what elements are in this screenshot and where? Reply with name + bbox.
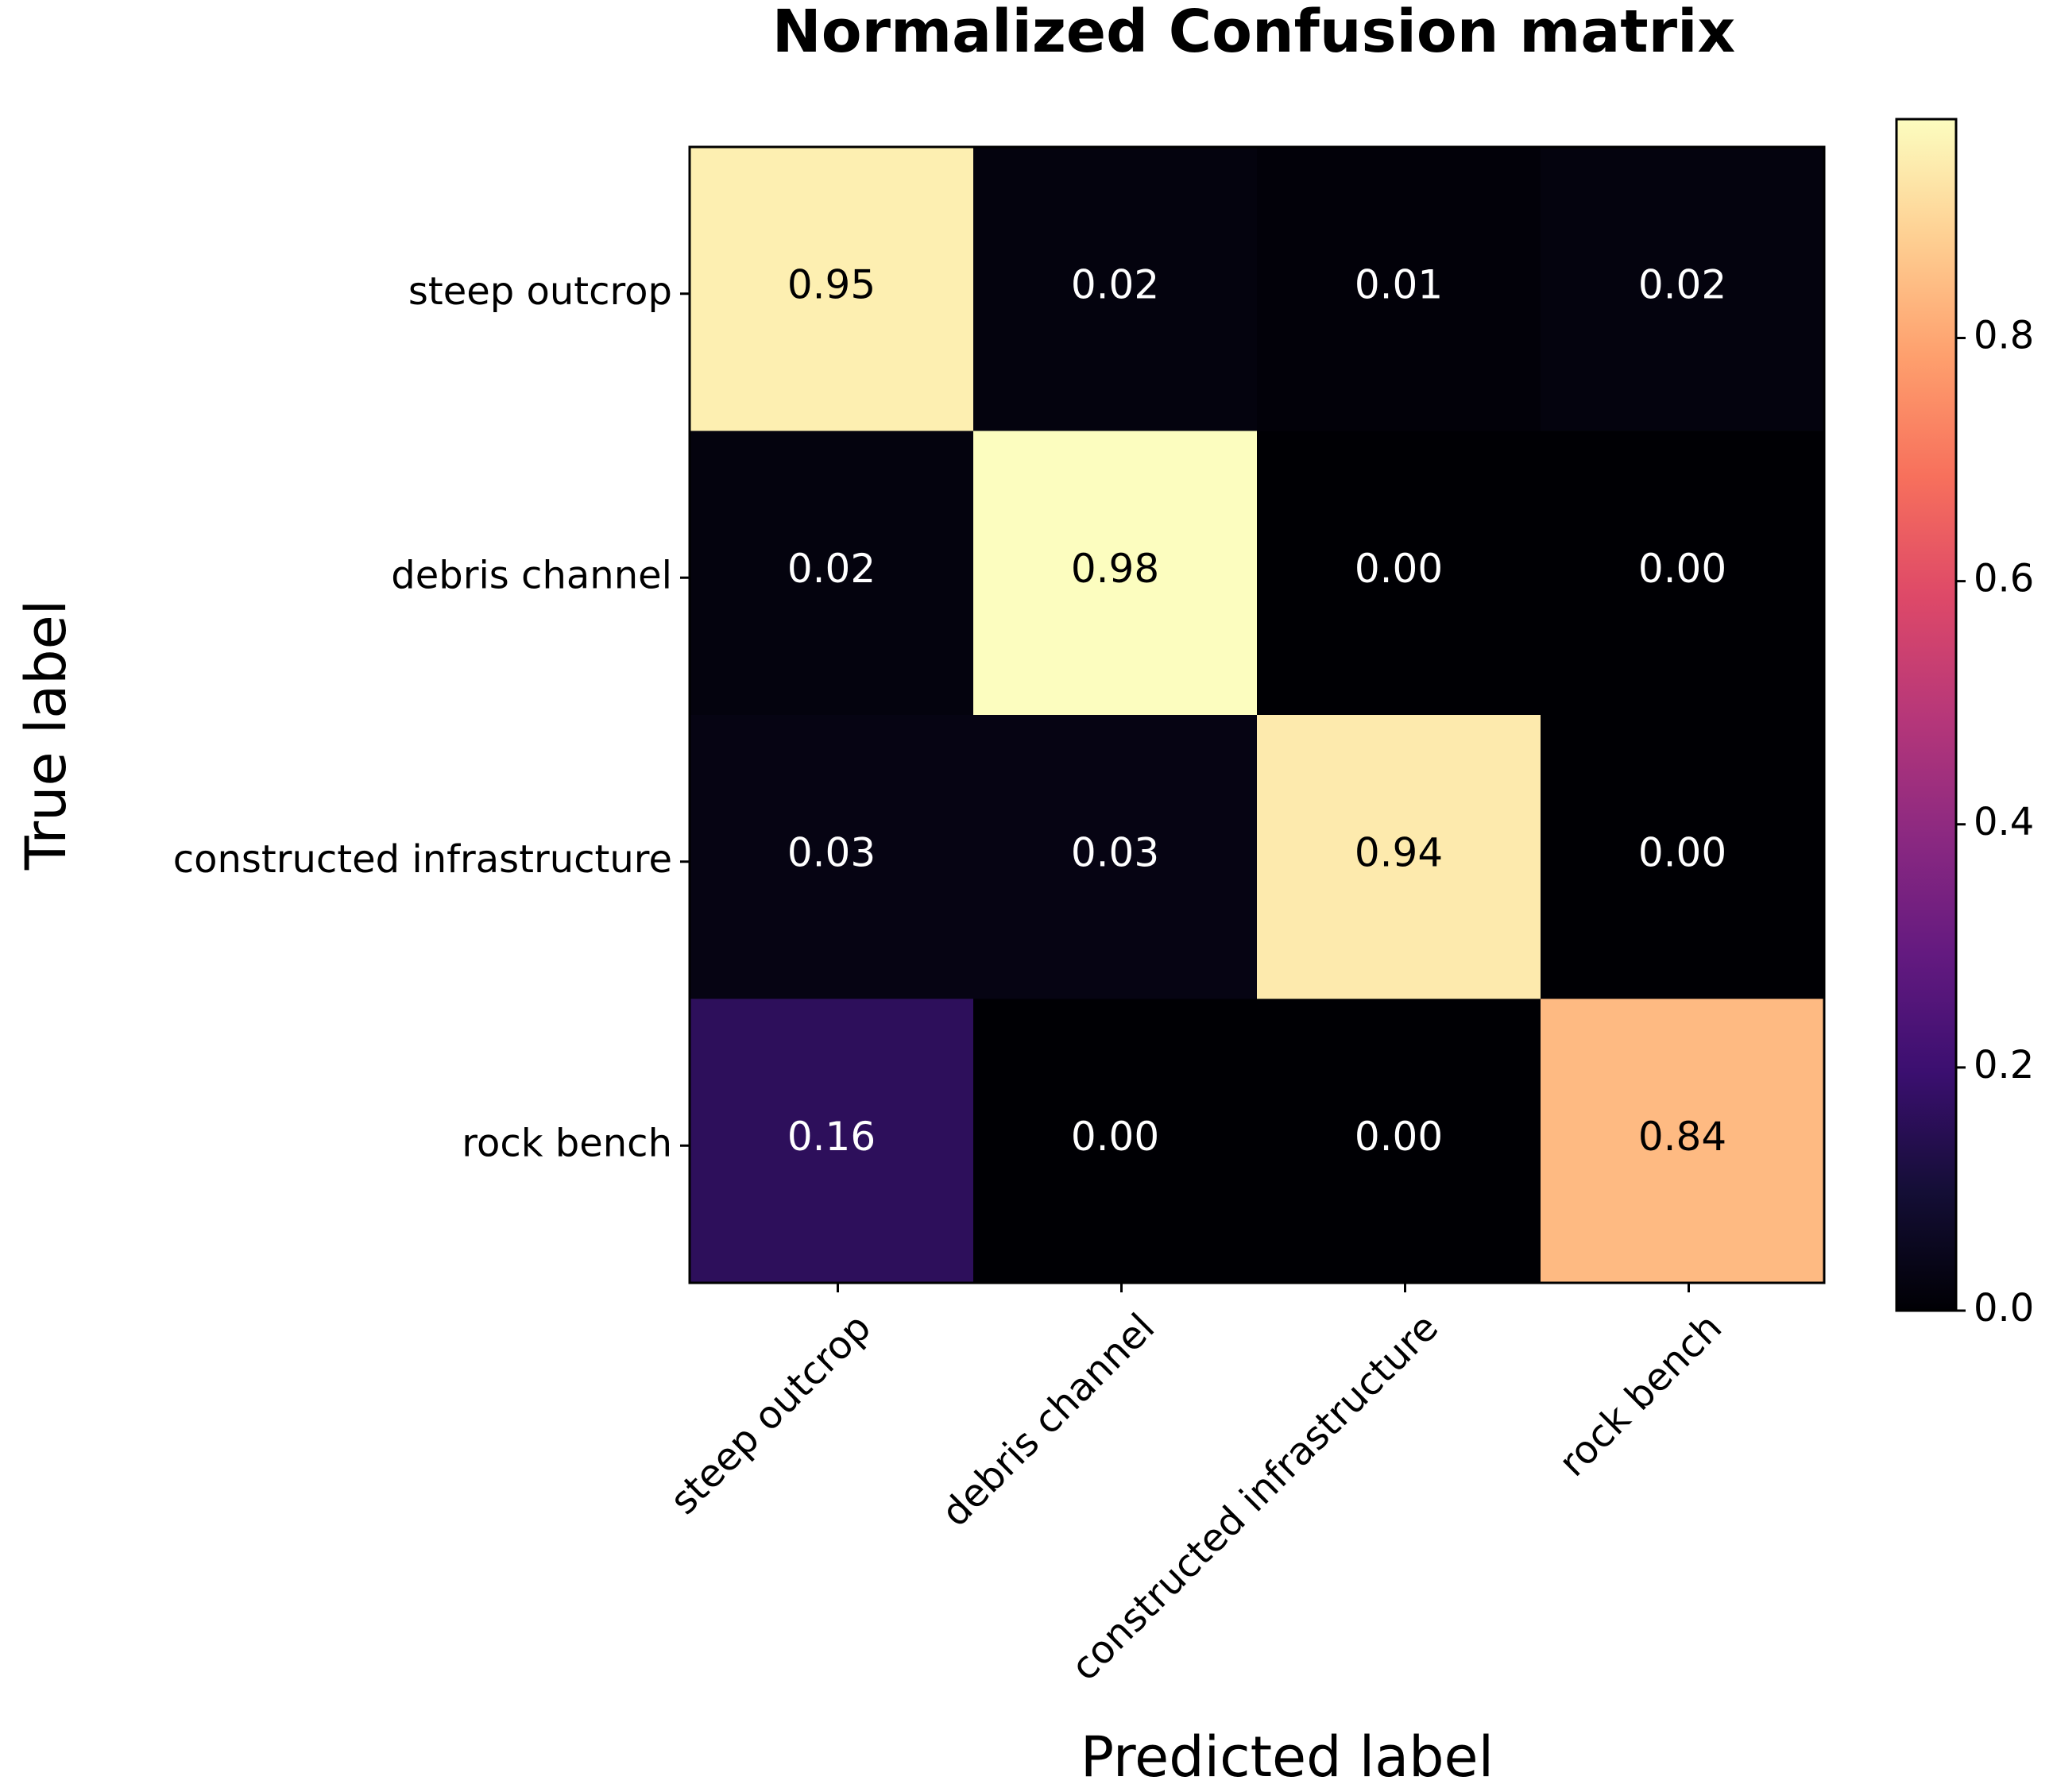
colorbar-tick-label: 0.0 <box>1974 1286 2034 1330</box>
cell-value-label: 0.00 <box>1638 829 1726 875</box>
colorbar-tick-label: 0.4 <box>1974 800 2034 844</box>
heatmap-cell <box>1257 431 1541 716</box>
heatmap-cell <box>973 431 1258 716</box>
colorbar-tick-label: 0.8 <box>1974 314 2034 358</box>
x-tick-label: rock bench <box>1550 1305 1730 1485</box>
heatmap-cell <box>1541 998 1825 1284</box>
y-axis-label: True label <box>14 600 79 871</box>
heatmap-cell <box>690 147 974 431</box>
cell-value-label: 0.98 <box>1071 546 1159 592</box>
cell-value-label: 0.02 <box>787 546 876 592</box>
colorbar-tick-label: 0.2 <box>1974 1043 2034 1087</box>
cell-value-label: 0.94 <box>1355 829 1443 875</box>
y-tick-label: constructed infrastructure <box>173 837 672 882</box>
heatmap-cell <box>1257 715 1541 999</box>
heatmap-cell <box>1541 715 1825 999</box>
y-tick-label: debris channel <box>391 553 672 597</box>
x-tick-label: debris channel <box>933 1305 1163 1535</box>
cell-value-label: 0.00 <box>1638 546 1726 592</box>
x-tick-label: steep outcrop <box>662 1305 880 1523</box>
cell-value-label: 0.01 <box>1355 261 1443 307</box>
chart-title: Normalized Confusion matrix <box>772 0 1735 66</box>
x-axis-label: Predicted label <box>1081 1724 1494 1790</box>
heatmap-frame <box>688 145 1826 1284</box>
heatmap-cell <box>1257 998 1541 1284</box>
cell-value-label: 0.84 <box>1638 1114 1726 1160</box>
cell-value-label: 0.02 <box>1071 261 1159 307</box>
heatmap-cell <box>690 715 974 999</box>
heatmap-cell <box>1257 147 1541 431</box>
cell-value-label: 0.95 <box>787 261 876 307</box>
colorbar-ticks: 0.0 0.2 0.4 0.6 0.8 <box>1956 314 2034 1330</box>
colorbar <box>1895 118 1958 1312</box>
y-axis-ticks: steep outcrop debris channel constructed i… <box>173 269 690 1165</box>
colorbar-tick-label: 0.6 <box>1974 557 2034 601</box>
heatmap-cell <box>973 147 1258 431</box>
heatmap-cells: 0.95 0.02 0.01 0.02 0.02 0.98 0.00 0.00 0.03 0.03… <box>690 147 1825 1284</box>
cell-value-label: 0.16 <box>787 1114 876 1160</box>
cell-value-label: 0.03 <box>787 829 876 875</box>
heatmap-cell <box>973 998 1258 1284</box>
heatmap-cell <box>1541 431 1825 716</box>
cell-value-label: 0.03 <box>1071 829 1159 875</box>
heatmap-cell <box>973 715 1258 999</box>
cell-value-label: 0.00 <box>1071 1114 1159 1160</box>
y-tick-label: rock bench <box>462 1121 672 1165</box>
cell-value-label: 0.02 <box>1638 261 1726 307</box>
heatmap-cell <box>690 431 974 716</box>
cell-value-label: 0.00 <box>1355 546 1443 592</box>
y-tick-label: steep outcrop <box>408 269 672 314</box>
heatmap-cell <box>690 998 974 1284</box>
cell-value-label: 0.00 <box>1355 1114 1443 1160</box>
heatmap-cell <box>1541 147 1825 431</box>
